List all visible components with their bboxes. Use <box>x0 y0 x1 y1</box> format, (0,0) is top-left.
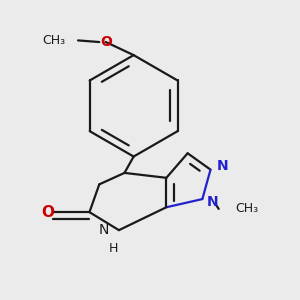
Text: O: O <box>41 205 54 220</box>
Text: H: H <box>108 242 118 255</box>
Text: N: N <box>99 223 110 237</box>
Text: N: N <box>206 195 218 209</box>
Text: O: O <box>100 35 112 49</box>
Text: CH₃: CH₃ <box>235 202 258 215</box>
Text: N: N <box>217 159 229 173</box>
Text: CH₃: CH₃ <box>42 34 65 47</box>
